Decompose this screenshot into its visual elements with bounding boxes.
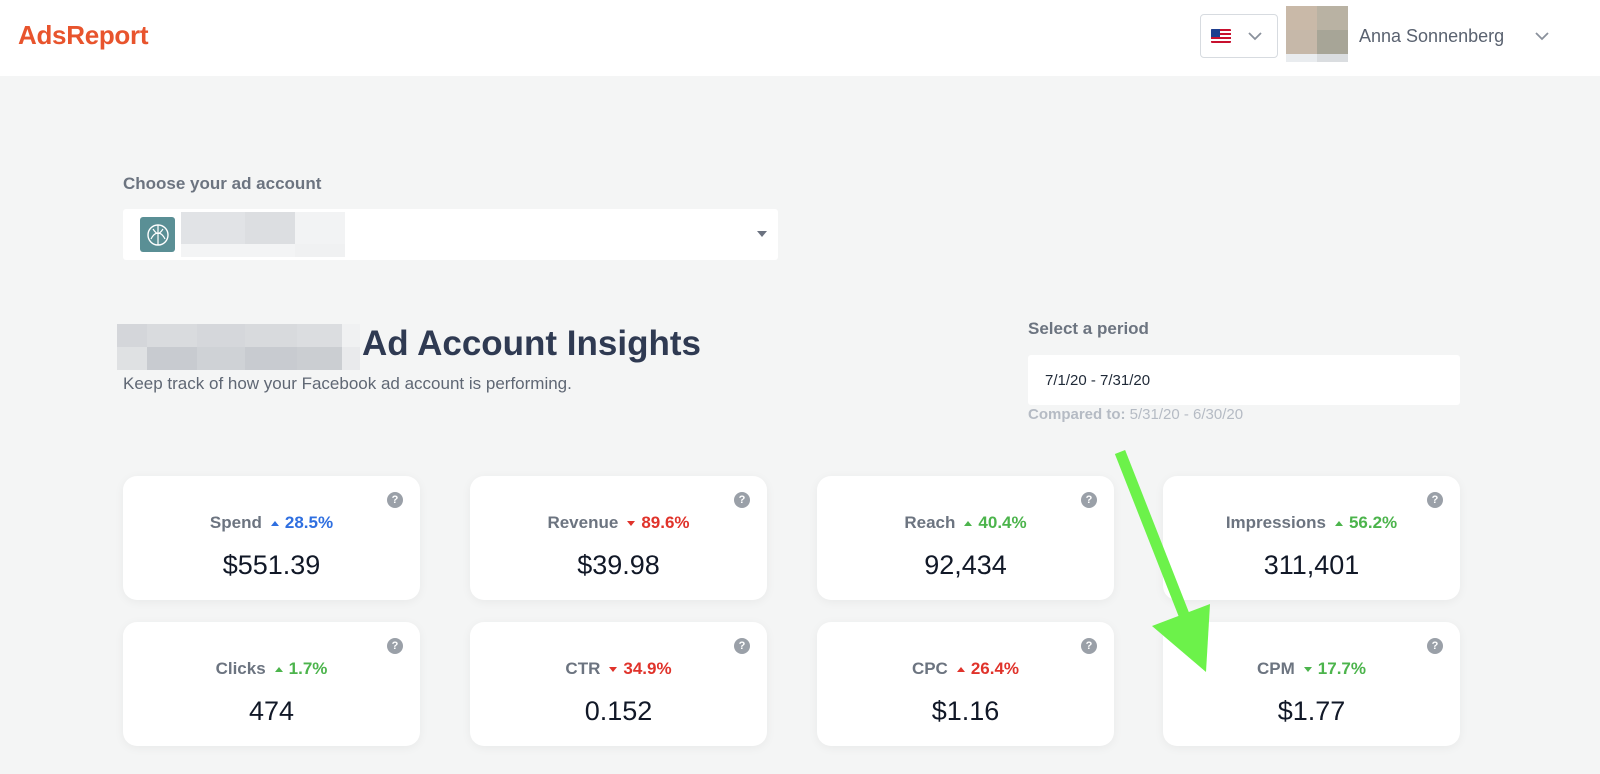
metric-change-value: 56.2% <box>1348 513 1398 532</box>
compared-label: Compared to: <box>1028 406 1126 423</box>
metric-card-clicks: ? Clicks 1.7% 474 <box>123 622 420 746</box>
metric-value: 0.152 <box>584 696 653 726</box>
metric-change: 40.4% <box>964 513 1027 533</box>
metric-card-impressions: ? Impressions 56.2% 311,401 <box>1163 476 1460 600</box>
metric-value: $39.98 <box>577 550 660 580</box>
app-logo[interactable]: AdsReport <box>18 20 149 50</box>
caret-up-icon <box>956 666 965 672</box>
metric-change: 34.9% <box>609 659 672 679</box>
metric-change-value: 89.6% <box>641 513 690 532</box>
caret-up-icon <box>274 666 283 672</box>
metric-value: $1.16 <box>931 696 1000 726</box>
metric-change: 26.4% <box>956 659 1020 679</box>
metric-card-spend: ? Spend 28.5% $551.39 <box>123 476 420 600</box>
period-input[interactable]: 7/1/20 - 7/31/20 <box>1028 355 1460 405</box>
metric-card-revenue: ? Revenue 89.6% $39.98 <box>470 476 767 600</box>
help-icon[interactable]: ? <box>1427 492 1443 508</box>
metric-header: CPC 26.4% <box>817 659 1114 679</box>
metric-name: CPC <box>911 659 948 678</box>
caret-up-icon <box>964 520 973 526</box>
page-title: Ad Account Insights <box>362 324 701 363</box>
metric-name: Reach <box>904 513 956 532</box>
metric-card-reach: ? Reach 40.4% 92,434 <box>817 476 1114 600</box>
chevron-down-icon[interactable] <box>1532 26 1552 46</box>
period-label: Select a period <box>1028 319 1149 338</box>
metric-header: CTR 34.9% <box>470 659 767 679</box>
metric-name: Spend <box>209 513 262 532</box>
caret-up-icon <box>1334 520 1343 526</box>
metric-value: $551.39 <box>222 550 321 580</box>
user-name[interactable]: Anna Sonnenberg <box>1359 26 1505 46</box>
metric-header: Revenue 89.6% <box>470 513 767 533</box>
metric-header: Clicks 1.7% <box>123 659 420 679</box>
metric-value: 474 <box>248 696 295 726</box>
metric-value: 92,434 <box>924 550 1007 580</box>
chevron-down-icon <box>1248 32 1262 41</box>
metric-header: CPM 17.7% <box>1163 659 1460 679</box>
metric-change-value: 17.7% <box>1317 659 1366 678</box>
redacted-account-name <box>181 212 363 257</box>
account-select-label: Choose your ad account <box>123 174 322 193</box>
ad-account-select[interactable] <box>123 209 778 260</box>
redacted-account-title <box>117 324 360 370</box>
metric-change-value: 40.4% <box>978 513 1027 532</box>
metric-change: 56.2% <box>1334 513 1398 533</box>
help-icon[interactable]: ? <box>734 638 750 654</box>
metric-name: Clicks <box>215 659 266 678</box>
us-flag-icon <box>1211 29 1231 43</box>
language-select[interactable] <box>1200 14 1278 58</box>
page-subtitle: Keep track of how your Facebook ad accou… <box>123 374 572 393</box>
user-avatar[interactable] <box>1286 6 1348 62</box>
help-icon[interactable]: ? <box>387 638 403 654</box>
caret-down-icon <box>1303 666 1312 672</box>
metric-name: Impressions <box>1225 513 1326 532</box>
compared-to-text: Compared to: 5/31/20 - 6/30/20 <box>1028 406 1243 423</box>
metric-change: 1.7% <box>274 659 328 679</box>
caret-up-icon <box>270 520 279 526</box>
metric-name: CTR <box>565 659 601 678</box>
metric-header: Reach 40.4% <box>817 513 1114 533</box>
metric-change: 28.5% <box>270 513 334 533</box>
metric-name: CPM <box>1257 659 1295 678</box>
account-logo-icon <box>140 217 175 252</box>
metric-card-cpc: ? CPC 26.4% $1.16 <box>817 622 1114 746</box>
help-icon[interactable]: ? <box>734 492 750 508</box>
top-bar: AdsReport Anna Sonnenberg <box>0 0 1600 76</box>
compared-range: 5/31/20 - 6/30/20 <box>1129 406 1244 423</box>
metric-header: Impressions 56.2% <box>1163 513 1460 533</box>
help-icon[interactable]: ? <box>1081 638 1097 654</box>
dropdown-arrow-icon <box>757 231 767 237</box>
metric-change: 89.6% <box>627 513 690 533</box>
metric-change-value: 28.5% <box>284 513 334 532</box>
metric-card-cpm: ? CPM 17.7% $1.77 <box>1163 622 1460 746</box>
metric-change-value: 34.9% <box>623 659 672 678</box>
metric-card-ctr: ? CTR 34.9% 0.152 <box>470 622 767 746</box>
caret-down-icon <box>627 520 636 526</box>
metric-value: $1.77 <box>1277 696 1346 726</box>
metric-change: 17.7% <box>1303 659 1366 679</box>
caret-down-icon <box>609 666 618 672</box>
metric-value: 311,401 <box>1263 550 1360 580</box>
metric-name: Revenue <box>547 513 619 532</box>
metric-change-value: 1.7% <box>288 659 328 678</box>
metric-change-value: 26.4% <box>970 659 1020 678</box>
help-icon[interactable]: ? <box>387 492 403 508</box>
help-icon[interactable]: ? <box>1427 638 1443 654</box>
help-icon[interactable]: ? <box>1081 492 1097 508</box>
metric-header: Spend 28.5% <box>123 513 420 533</box>
